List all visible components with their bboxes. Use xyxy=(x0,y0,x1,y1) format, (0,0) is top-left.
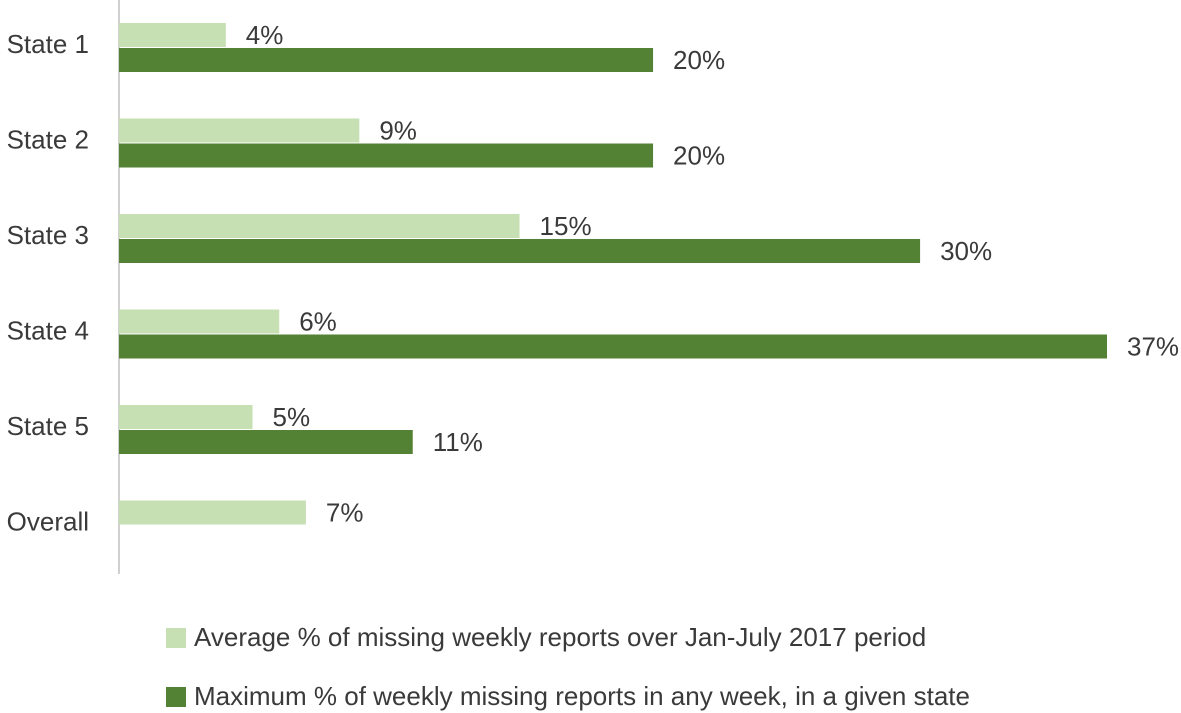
data-label-maximum-state-5: 11% xyxy=(433,427,483,457)
bar-maximum-state-1 xyxy=(119,48,654,72)
data-label-maximum-state-2: 20% xyxy=(673,141,725,171)
data-label-maximum-state-1: 20% xyxy=(673,45,725,75)
legend-item-maximum: Maximum % of weekly missing reports in a… xyxy=(166,681,970,712)
data-label-maximum-state-4: 37% xyxy=(1127,332,1179,362)
data-label-average-state-2: 9% xyxy=(379,116,417,146)
data-label-average-state-1: 4% xyxy=(246,20,284,50)
plot-area: State 1 4% 20% State 2 9% 20% State 3 15% 30% Sta… xyxy=(7,20,1179,537)
chart: State 1 4% 20% State 2 9% 20% State 3 15% 30% Sta… xyxy=(7,0,1179,574)
data-label-average-state-5: 5% xyxy=(273,402,311,432)
legend-label-maximum: Maximum % of weekly missing reports in a… xyxy=(194,681,970,711)
data-label-average-state-3: 15% xyxy=(540,211,592,241)
bar-maximum-state-3 xyxy=(119,239,921,263)
category-label-state-1: State 1 xyxy=(7,29,89,59)
bar-maximum-state-5 xyxy=(119,430,413,454)
legend-label-average: Average % of missing weekly reports over… xyxy=(194,622,927,652)
category-label-state-4: State 4 xyxy=(7,316,89,346)
category-label-state-5: State 5 xyxy=(7,411,89,441)
bar-average-overall xyxy=(119,500,306,525)
bar-average-state-3 xyxy=(119,214,520,238)
category-label-state-2: State 2 xyxy=(7,125,89,155)
legend-item-average: Average % of missing weekly reports over… xyxy=(166,622,926,653)
bar-average-state-5 xyxy=(119,405,253,429)
data-label-average-overall: 7% xyxy=(326,498,364,528)
data-label-average-state-4: 6% xyxy=(299,307,337,337)
bar-average-state-2 xyxy=(119,118,360,143)
legend-swatch-average xyxy=(166,627,186,648)
bar-maximum-state-4 xyxy=(119,334,1107,359)
bar-average-state-1 xyxy=(119,23,226,47)
bar-average-state-4 xyxy=(119,309,280,334)
data-label-maximum-state-3: 30% xyxy=(940,236,992,266)
category-label-state-3: State 3 xyxy=(7,220,89,250)
category-label-overall: Overall xyxy=(7,507,89,537)
bar-maximum-state-2 xyxy=(119,143,654,168)
legend-swatch-maximum xyxy=(166,686,186,707)
